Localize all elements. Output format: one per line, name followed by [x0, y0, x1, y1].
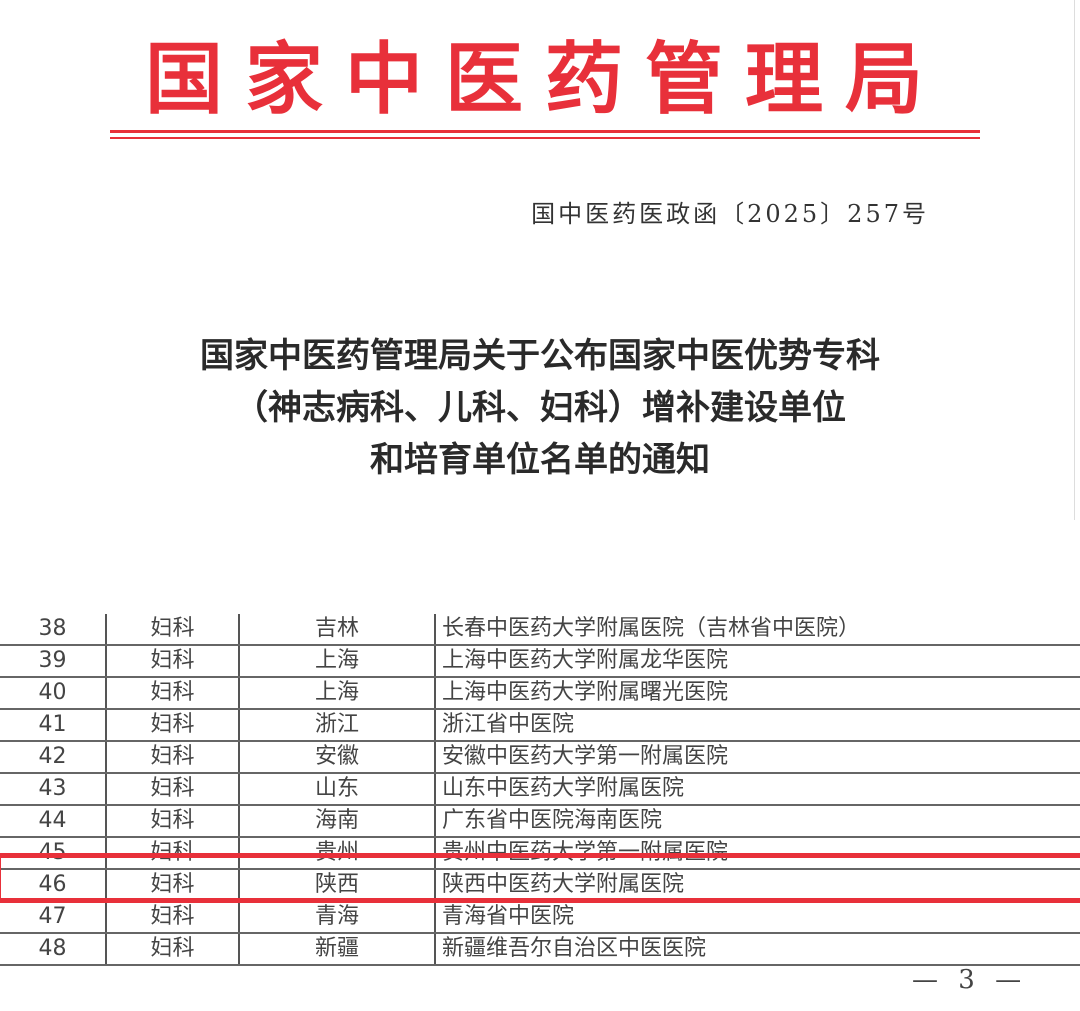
title-line: （神志病科、儿科、妇科）增补建设单位 — [234, 388, 846, 428]
red-divider — [110, 130, 980, 133]
red-divider — [110, 137, 980, 139]
notice-header-section: 国家中医药管理局 国中医药医政函〔2025〕257号 国家中医药管理局关于公布国… — [100, 0, 1075, 520]
table-row: 44 妇科 海南 广东省中医院海南医院 — [0, 805, 1080, 838]
title-line: 国家中医药管理局关于公布国家中医优势专科 — [200, 336, 880, 376]
table-row: 43 妇科 山东 山东中医药大学附属医院 — [0, 773, 1080, 806]
table-row: 40 妇科 上海 上海中医药大学附属曙光医院 — [0, 677, 1080, 710]
row-number: 41 — [0, 709, 107, 742]
province-cell: 吉林 — [239, 614, 436, 646]
notice-title: 国家中医药管理局关于公布国家中医优势专科 （神志病科、儿科、妇科）增补建设单位 … — [100, 330, 980, 486]
province-cell: 浙江 — [239, 709, 436, 742]
department-cell: 妇科 — [106, 645, 240, 678]
title-line: 和培育单位名单的通知 — [370, 440, 710, 480]
department-cell: 妇科 — [106, 901, 240, 934]
row-number: 48 — [0, 933, 107, 966]
row-number: 44 — [0, 805, 107, 838]
hospital-cell: 长春中医药大学附属医院（吉林省中医院） — [435, 614, 1080, 646]
department-cell: 妇科 — [106, 709, 240, 742]
province-cell: 上海 — [239, 645, 436, 678]
province-cell: 上海 — [239, 677, 436, 710]
table-row: 46 妇科 陕西 陕西中医药大学附属医院 — [0, 869, 1080, 902]
hospital-cell: 浙江省中医院 — [435, 709, 1080, 742]
department-cell: 妇科 — [106, 933, 240, 966]
province-cell: 海南 — [239, 805, 436, 838]
department-cell: 妇科 — [106, 805, 240, 838]
department-cell: 妇科 — [106, 677, 240, 710]
table-row: 47 妇科 青海 青海省中医院 — [0, 901, 1080, 934]
department-cell: 妇科 — [106, 614, 240, 646]
highlight-box — [0, 853, 1080, 903]
row-number: 43 — [0, 773, 107, 806]
row-number: 40 — [0, 677, 107, 710]
table-row: 39 妇科 上海 上海中医药大学附属龙华医院 — [0, 645, 1080, 678]
hospital-cell: 上海中医药大学附属龙华医院 — [435, 645, 1080, 678]
document-number: 国中医药医政函〔2025〕257号 — [531, 200, 929, 228]
row-number: 38 — [0, 614, 107, 646]
hospital-cell: 广东省中医院海南医院 — [435, 805, 1080, 838]
hospital-cell: 山东中医药大学附属医院 — [435, 773, 1080, 806]
table-row: 41 妇科 浙江 浙江省中医院 — [0, 709, 1080, 742]
province-cell: 安徽 — [239, 741, 436, 774]
table-row: 38 妇科 吉林 长春中医药大学附属医院（吉林省中医院） — [0, 614, 1080, 646]
department-cell: 妇科 — [106, 741, 240, 774]
hospital-cell: 青海省中医院 — [435, 901, 1080, 934]
hospital-cell: 安徽中医药大学第一附属医院 — [435, 741, 1080, 774]
hospital-cell: 新疆维吾尔自治区中医医院 — [435, 933, 1080, 966]
page-number: — 3 — — [912, 965, 1028, 995]
province-cell: 山东 — [239, 773, 436, 806]
table-row: 42 妇科 安徽 安徽中医药大学第一附属医院 — [0, 741, 1080, 774]
row-number: 47 — [0, 901, 107, 934]
hospital-list-table: 38 妇科 吉林 长春中医药大学附属医院（吉林省中医院） 39 妇科 上海 上海中医药大学附属… — [0, 614, 1080, 966]
province-cell: 青海 — [239, 901, 436, 934]
row-number: 39 — [0, 645, 107, 678]
agency-name: 国家中医药管理局 — [144, 34, 945, 125]
province-cell: 新疆 — [239, 933, 436, 966]
table-row: 48 妇科 新疆 新疆维吾尔自治区中医医院 — [0, 933, 1080, 966]
department-cell: 妇科 — [106, 773, 240, 806]
row-number: 42 — [0, 741, 107, 774]
hospital-cell: 上海中医药大学附属曙光医院 — [435, 677, 1080, 710]
